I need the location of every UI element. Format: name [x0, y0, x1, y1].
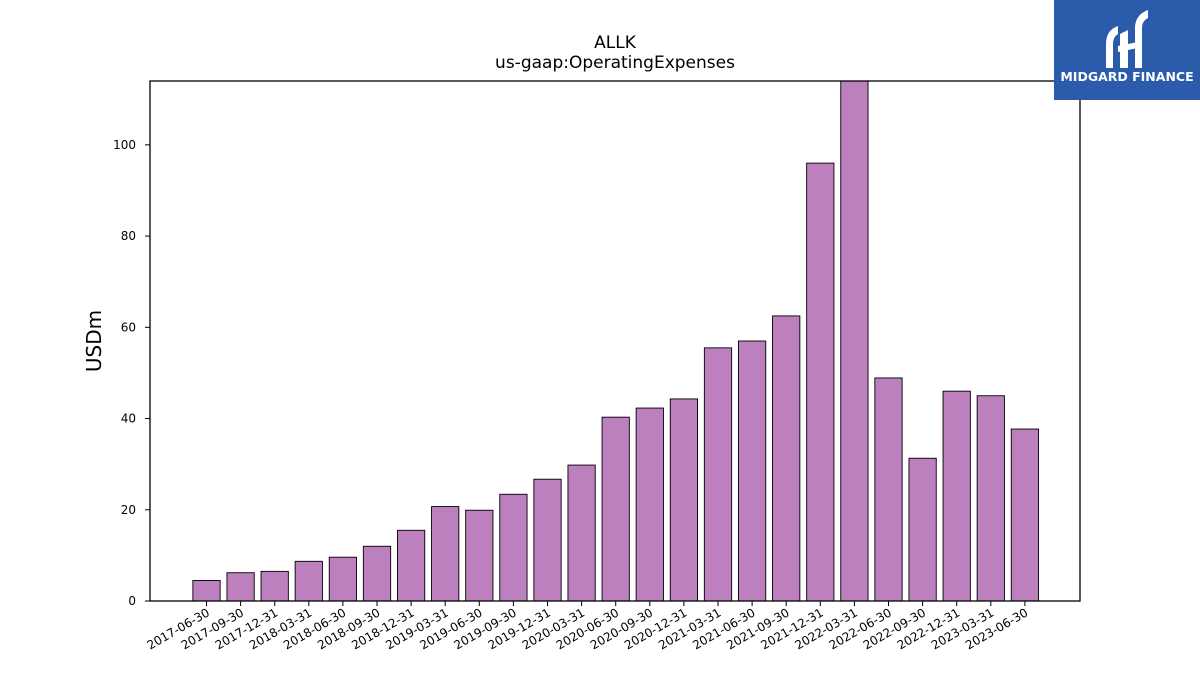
plot-frame [149, 80, 1081, 602]
chart-subtitle: us-gaap:OperatingExpenses [495, 53, 735, 73]
bar [192, 580, 221, 602]
x-axis-ticks: 2017-06-302017-09-302017-12-312018-03-31… [145, 601, 1030, 652]
y-tick-label: 60 [121, 320, 136, 334]
bar [703, 347, 733, 602]
logo-mark-icon [1106, 10, 1148, 68]
bar [1010, 428, 1039, 602]
bar-series [192, 80, 1039, 602]
bar [397, 529, 426, 602]
bar [738, 340, 767, 602]
y-tick-label: 0 [128, 594, 136, 608]
chart-title: ALLK [594, 33, 637, 53]
bar [908, 457, 937, 602]
y-tick-label: 20 [121, 503, 136, 517]
logo-text: MIDGARD FINANCE [1060, 69, 1193, 84]
bar [294, 560, 323, 602]
bar [772, 315, 801, 602]
y-tick-label: 80 [121, 229, 136, 243]
bar [601, 416, 630, 602]
bar [806, 162, 835, 602]
bar [976, 395, 1005, 602]
y-axis-ticks: 0 20 40 60 80 100 [113, 138, 150, 608]
bar [840, 80, 869, 602]
bar [874, 377, 903, 602]
bar [499, 493, 528, 602]
midgard-finance-logo: MIDGARD FINANCE [1054, 0, 1200, 100]
bar [533, 478, 562, 602]
bar [465, 509, 494, 602]
y-axis-label: USDm [82, 310, 106, 372]
bar [669, 398, 698, 602]
bar [260, 570, 289, 602]
y-tick-label: 40 [121, 412, 136, 426]
bar [567, 464, 596, 602]
y-tick-label: 100 [113, 138, 136, 152]
bar [635, 407, 664, 602]
bar [431, 506, 460, 602]
bar [362, 545, 392, 602]
bar [942, 390, 971, 602]
bar [328, 556, 357, 602]
bar [226, 572, 255, 602]
